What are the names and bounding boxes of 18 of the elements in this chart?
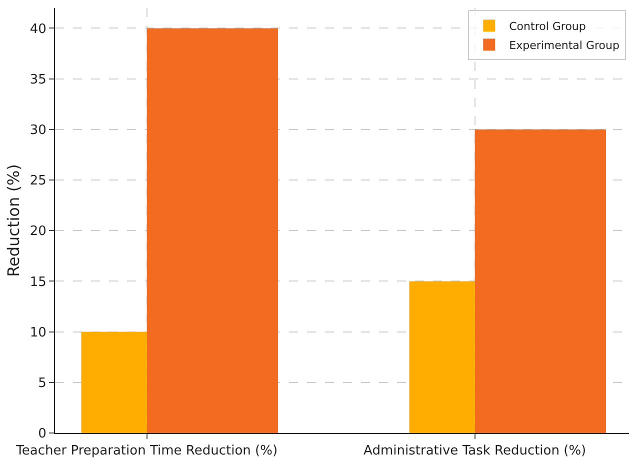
y-tick-label: 15	[30, 274, 46, 290]
y-tick-label: 5	[38, 376, 46, 391]
y-tick-label: 0	[38, 426, 46, 442]
bar	[474, 129, 606, 433]
bar	[146, 28, 278, 433]
bar	[409, 281, 475, 433]
bar	[81, 332, 147, 433]
y-axis-title: Reduction (%)	[4, 164, 23, 277]
y-tick-label: 25	[30, 174, 46, 189]
y-tick-label: 10	[30, 325, 46, 340]
y-tick-label: 30	[30, 122, 46, 138]
x-tick-label: Administrative Task Reduction (%)	[364, 444, 586, 459]
x-tick-label: Teacher Preparation Time Reduction (%)	[15, 444, 278, 459]
y-tick-label: 40	[30, 22, 46, 37]
y-tick-label: 35	[30, 72, 46, 88]
legend-label: Experimental Group	[509, 38, 620, 52]
y-tick-label: 20	[30, 224, 46, 240]
legend-label: Control Group	[509, 20, 586, 33]
